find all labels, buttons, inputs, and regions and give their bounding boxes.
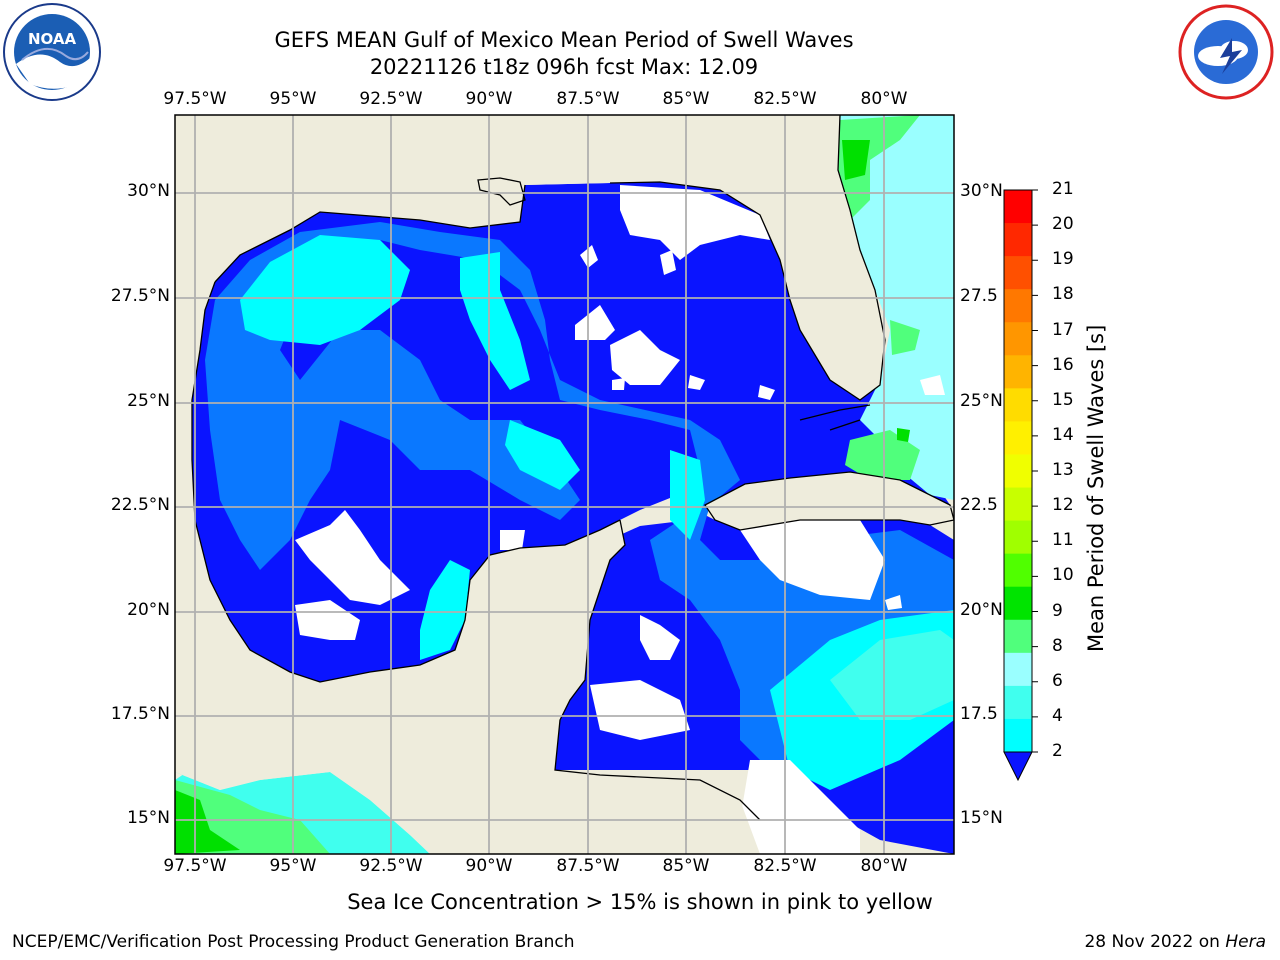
lat-label-left: 22.5°N [110,495,170,515]
colorbar-tick-label: 18 [1052,284,1074,305]
colorbar-tick-label: 9 [1052,600,1063,621]
colorbar-tick-label: 20 [1052,214,1074,235]
colorbar-tick-label: 13 [1052,460,1074,480]
lat-label-left: 17.5°N [110,704,170,724]
lon-label-bottom: 95°W [269,856,317,876]
lat-label-right: 25°N [960,391,1003,411]
colorbar-tick-label: 11 [1052,530,1074,551]
footer-branch: NCEP/EMC/Verification Post Processing Pr… [12,932,575,952]
colorbar-tick-label: 6 [1052,670,1063,691]
colorbar-segment [1004,520,1032,555]
colorbar-segment [1004,322,1032,356]
lat-label-left: 15°N [127,808,170,828]
swell-6-8-caribbean [830,630,954,720]
coastlines [191,115,886,821]
colorbar-segment [1004,454,1032,489]
colorbar-segment [1004,718,1032,753]
lat-label-right: 22.5 [960,495,998,515]
lat-label-left: 30°N [127,181,170,201]
yucatan-land [420,520,625,770]
lat-label-left: 27.5°N [110,286,170,306]
lon-label-top: 95°W [269,89,317,109]
footer-host: Hera [1225,932,1266,952]
colorbar-tick-label: 19 [1052,249,1074,270]
lat-label-right: 27.5 [960,286,998,306]
colorbar-segment [1004,685,1032,720]
colorbar-title: Mean Period of Swell Waves [s] [1084,324,1108,652]
nws-logo [1178,4,1274,100]
lon-label-bottom: 92.5°W [359,856,423,876]
lon-label-top: 80°W [860,89,908,109]
colorbar-segment [1004,388,1032,422]
lon-label-bottom: 87.5°W [556,856,620,876]
colorbar-tick-label: 15 [1052,389,1074,410]
usa-north-land [175,115,890,400]
land-masses [175,115,954,854]
noaa-logo-text: NOAA [28,30,77,48]
lon-label-bottom: 90°W [465,856,513,876]
colorbar-segment [1004,619,1032,654]
swell-2-4-band [205,222,954,760]
colorbar-segment [1004,586,1032,621]
colorbar-segment [1004,652,1032,687]
texas-mexico-land [175,115,525,854]
lon-label-top: 82.5°W [753,89,817,109]
swell-10-11-atlantic [842,140,910,442]
colorbar-segment [1004,421,1032,455]
lon-label-top: 97.5°W [163,89,227,109]
colorbar [1003,189,1038,782]
lon-label-bottom: 82.5°W [753,856,817,876]
sea-ice-note: Sea Ice Concentration > 15% is shown in … [347,890,933,914]
lon-label-top: 85°W [662,89,710,109]
lon-label-bottom: 85°W [662,856,710,876]
cuba-land [704,471,954,531]
swell-10-11-pacific [175,790,240,854]
colorbar-tick-label: 4 [1052,705,1063,726]
graticule [175,115,954,854]
florida-land [780,115,885,400]
colorbar-tick-label: 16 [1052,354,1074,375]
colorbar-segment [1004,223,1032,257]
footer-date: 28 Nov 2022 on Hera [1084,932,1266,952]
swell-9-10-atlantic [838,115,920,480]
lon-label-top: 92.5°W [359,89,423,109]
lat-label-left: 25°N [127,391,170,411]
lat-label-right: 20°N [960,600,1003,620]
colorbar-segment [1004,355,1032,389]
swell-4-6-yucatan-channel [505,420,705,540]
swell-4-6-center [460,252,530,390]
map-frame [174,114,955,855]
lon-label-bottom: 97.5°W [163,856,227,876]
colorbar-tick-label: 8 [1052,635,1063,656]
lon-label-top: 87.5°W [556,89,620,109]
central-america-land [175,665,760,854]
colorbar-segment [1004,289,1032,323]
lon-label-bottom: 80°W [860,856,908,876]
lat-label-left: 20°N [127,600,170,620]
colorbar-segment [1004,256,1032,290]
swell-4-6-campeche [420,560,470,660]
lat-label-right: 17.5 [960,704,998,724]
chart-title-line2: 20221126 t18z 096h fcst Max: 12.09 [369,55,759,79]
missing-data-patches [295,185,945,854]
chart-title-line1: GEFS MEAN Gulf of Mexico Mean Period of … [274,28,854,52]
swell-4-6-west [240,235,410,345]
colorbar-segment [1004,487,1032,522]
colorbar-segment [1004,553,1032,588]
colorbar-tick-label: 2 [1052,741,1063,761]
lon-label-top: 90°W [465,89,513,109]
colorbar-extend-arrow [1003,751,1033,782]
colorbar-segment [1004,190,1032,224]
noaa-logo: NOAA [3,3,101,101]
lat-label-right: 15°N [960,808,1003,828]
colorbar-tick-label: 21 [1052,179,1074,199]
footer-date-text: 28 Nov 2022 on [1084,932,1226,952]
colorbar-tick-label: 14 [1052,424,1074,445]
colorbar-tick-label: 17 [1052,319,1074,340]
colorbar-tick-label: 12 [1052,495,1074,516]
lat-label-right: 30°N [960,181,1003,201]
colorbar-tick-label: 10 [1052,565,1074,586]
